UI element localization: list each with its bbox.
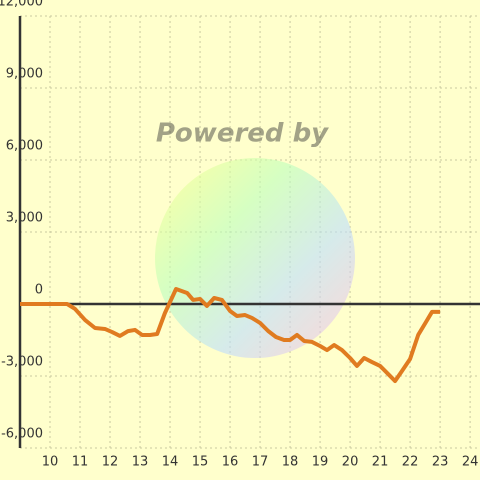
x-tick-label: 23 xyxy=(432,455,449,470)
y-tick-label: 3,000 xyxy=(6,211,43,226)
x-tick-label: 10 xyxy=(42,455,59,470)
y-tick-label: 9,000 xyxy=(6,67,43,82)
x-tick-label: 19 xyxy=(312,455,329,470)
x-tick-label: 14 xyxy=(162,455,179,470)
data-line xyxy=(20,287,441,384)
y-tick-label: 12,000 xyxy=(0,0,43,10)
x-tick-label: 11 xyxy=(72,455,89,470)
x-tick-label: 21 xyxy=(372,455,389,470)
x-tick-label: 16 xyxy=(222,455,239,470)
y-tick-label: 0 xyxy=(35,283,43,298)
y-tick-label: -6,000 xyxy=(1,427,43,442)
y-tick-label: 6,000 xyxy=(6,139,43,154)
y-tick-label: -3,000 xyxy=(1,355,43,370)
x-tick-label: 12 xyxy=(102,455,119,470)
x-tick-label: 17 xyxy=(252,455,269,470)
x-tick-label: 13 xyxy=(132,455,149,470)
x-tick-label: 24 xyxy=(462,455,479,470)
x-tick-label: 15 xyxy=(192,455,209,470)
x-tick-label: 22 xyxy=(402,455,419,470)
x-tick-label: 18 xyxy=(282,455,299,470)
x-tick-label: 20 xyxy=(342,455,359,470)
watermark-logo xyxy=(155,158,355,358)
plot: -6,000 -3,000 0 3,000 6,000 9,000 12,000 10 11 12… xyxy=(0,0,480,470)
watermark: Powered by xyxy=(156,119,329,149)
